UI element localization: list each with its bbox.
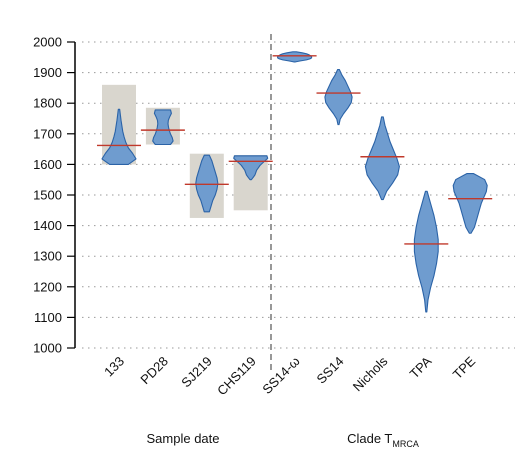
y-tick-label: 1400 [33,218,62,233]
x-category-label: Nichols [350,353,391,394]
median-lines [97,55,493,245]
x-category-label: TPE [450,353,479,382]
x-category-label: CHS119 [214,354,259,399]
y-tick-label: 1800 [33,96,62,111]
y-tick-label: 1200 [33,279,62,294]
violin [452,173,488,234]
x-category-label: SS14-ω [259,354,302,397]
y-tick-label: 1100 [34,310,62,325]
x-category-label: PD28 [137,354,171,388]
y-tick-label: 1900 [33,65,62,80]
violin [195,154,219,213]
y-tick-label: 1000 [33,341,62,356]
y-axis: 1000 1100 1200 1300 1400 1500 1600 1700 1800 1900… [33,35,76,356]
violin [364,116,400,201]
violin [277,51,313,63]
gridlines [82,41,515,349]
x-category-label: 133 [101,354,127,380]
violin [413,190,439,313]
group-label-clade-subscript: MRCA [392,439,419,449]
group-label-sample-date: Sample date [147,431,220,446]
group-label-clade-tmrca: Clade TMRCA [347,431,419,449]
x-category-label: TPA [407,353,435,381]
violin [152,109,174,146]
group-label-clade-main: Clade T [347,431,392,446]
y-tick-label: 1500 [33,188,62,203]
violin [324,68,353,126]
y-tick-label: 1600 [33,157,62,172]
y-tick-label: 1300 [33,249,62,264]
violins [101,51,488,313]
violin [101,108,137,165]
y-tick-label: 2000 [33,35,62,50]
x-category-label: SS14 [314,354,347,387]
x-category-label: SJ219 [178,354,215,391]
y-tick-label: 1700 [33,126,62,141]
x-axis-labels: 133 PD28 SJ219 CHS119 SS14-ω SS14 Nichols TPA TP… [101,353,478,398]
